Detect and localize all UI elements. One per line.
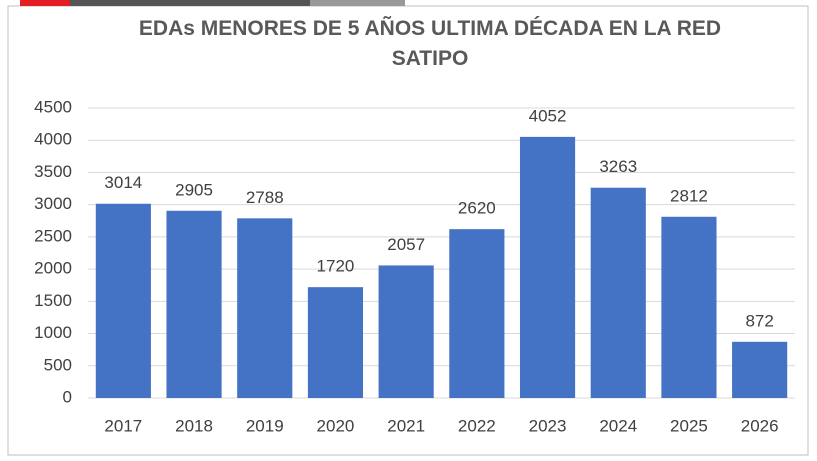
data-label: 3014 [104, 173, 142, 192]
x-tick-label: 2024 [599, 416, 637, 435]
bar [732, 341, 788, 398]
x-tick-label: 2026 [741, 416, 779, 435]
data-label: 2812 [670, 186, 708, 205]
bar [307, 287, 364, 398]
data-label: 2057 [387, 235, 425, 254]
y-tick-label: 4000 [34, 130, 72, 149]
data-label: 2788 [246, 188, 284, 207]
y-tick-label: 0 [63, 387, 72, 406]
logo-fragment [20, 0, 70, 6]
bar [378, 265, 434, 398]
data-label: 872 [745, 311, 773, 330]
bar [449, 229, 505, 398]
x-tick-label: 2019 [246, 416, 284, 435]
data-label: 4052 [529, 106, 567, 125]
logo-fragment [310, 0, 405, 6]
x-tick-label: 2018 [175, 416, 213, 435]
bar [590, 187, 646, 398]
data-label: 2620 [458, 199, 496, 218]
x-tick-label: 2020 [317, 416, 355, 435]
y-tick-label: 1000 [34, 323, 72, 342]
bar [166, 210, 222, 398]
y-tick-label: 4500 [34, 97, 72, 116]
y-tick-label: 500 [44, 355, 72, 374]
chart-border [7, 5, 809, 456]
data-label: 3263 [599, 157, 637, 176]
data-label: 1720 [317, 257, 355, 276]
x-tick-label: 2023 [529, 416, 567, 435]
bar [237, 218, 293, 398]
bar [519, 136, 576, 399]
x-tick-label: 2021 [387, 416, 425, 435]
logo-fragment [70, 0, 310, 6]
y-tick-label: 2500 [34, 226, 72, 245]
y-tick-label: 1500 [34, 291, 72, 310]
x-tick-label: 2025 [670, 416, 708, 435]
x-tick-label: 2017 [104, 416, 142, 435]
x-tick-label: 2022 [458, 416, 496, 435]
y-tick-label: 3500 [34, 162, 72, 181]
bar [95, 203, 151, 398]
y-tick-label: 2000 [34, 259, 72, 278]
chart-title: EDAs MENORES DE 5 AÑOS ULTIMA DÉCADA EN … [138, 17, 722, 70]
y-tick-label: 3000 [34, 194, 72, 213]
data-label: 2905 [175, 180, 213, 199]
bar [661, 216, 717, 398]
